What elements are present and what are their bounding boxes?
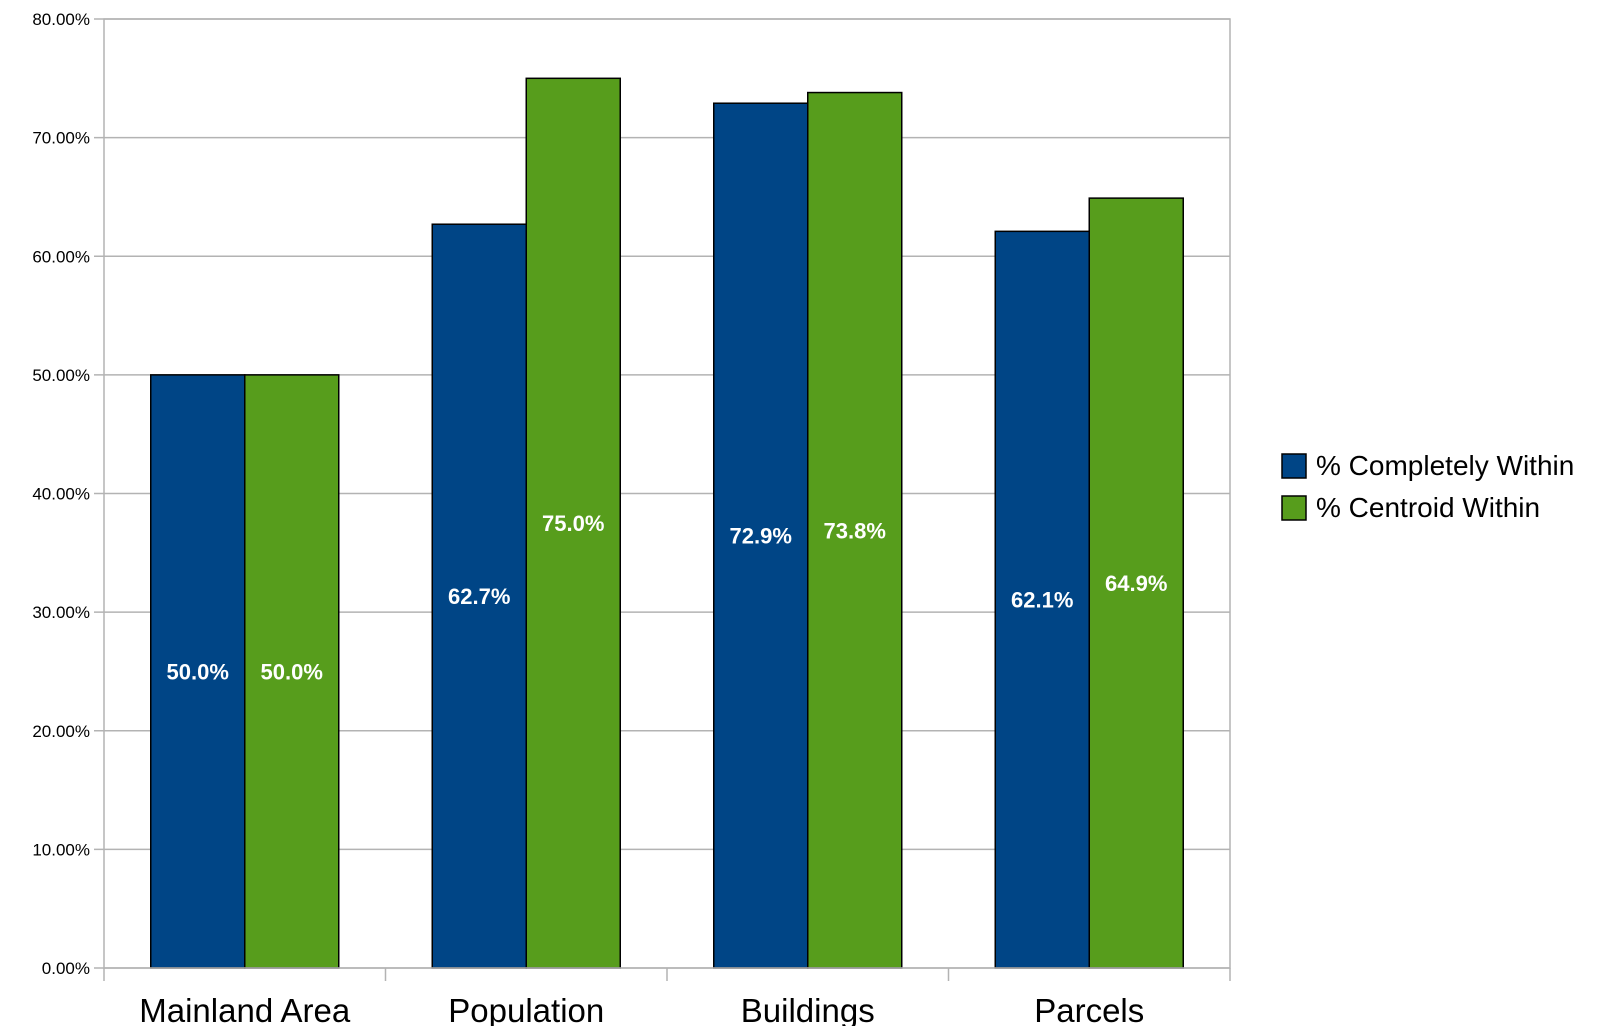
data-labels: 50.0% 50.0% 62.7% 75.0% 72.9% 73.8% 62.1% 64.9% (167, 511, 1168, 684)
y-tick-label: 30.00% (32, 603, 90, 622)
data-label: 50.0% (167, 659, 229, 684)
data-label: 50.0% (261, 659, 323, 684)
x-axis-categories: Mainland Area Population Buildings Parcels (103, 968, 1231, 1026)
y-tick-label: 10.00% (32, 840, 90, 859)
bar-centroid-within (807, 91, 903, 969)
y-tick-label: 80.00% (32, 10, 90, 29)
legend-label-centroid-within: % Centroid Within (1316, 492, 1540, 523)
y-tick-label: 40.00% (32, 485, 90, 504)
category-label: Population (448, 992, 604, 1026)
y-axis-ticks: 0.00% 10.00% 20.00% 30.00% 40.00% 50.00% 60.00… (32, 10, 104, 978)
bars (150, 77, 1184, 969)
data-label: 64.9% (1105, 571, 1167, 596)
category-label: Buildings (741, 992, 875, 1026)
bar-centroid-within (1088, 197, 1184, 969)
category-label: Mainland Area (139, 992, 351, 1026)
legend-label-completely-within: % Completely Within (1316, 450, 1574, 481)
data-label: 72.9% (730, 524, 792, 549)
data-label: 62.1% (1011, 588, 1073, 613)
y-tick-label: 0.00% (42, 959, 90, 978)
legend-swatch-centroid-within (1281, 495, 1307, 521)
category-label: Parcels (1034, 992, 1144, 1026)
data-label: 62.7% (448, 584, 510, 609)
data-label: 73.8% (824, 518, 886, 543)
legend: % Completely Within % Centroid Within (1281, 450, 1574, 523)
data-label: 75.0% (542, 511, 604, 536)
y-tick-label: 70.00% (32, 129, 90, 148)
bar-completely-within (994, 230, 1090, 969)
y-tick-label: 20.00% (32, 722, 90, 741)
y-tick-label: 60.00% (32, 247, 90, 266)
legend-swatch-completely-within (1281, 453, 1307, 479)
y-tick-label: 50.00% (32, 366, 90, 385)
